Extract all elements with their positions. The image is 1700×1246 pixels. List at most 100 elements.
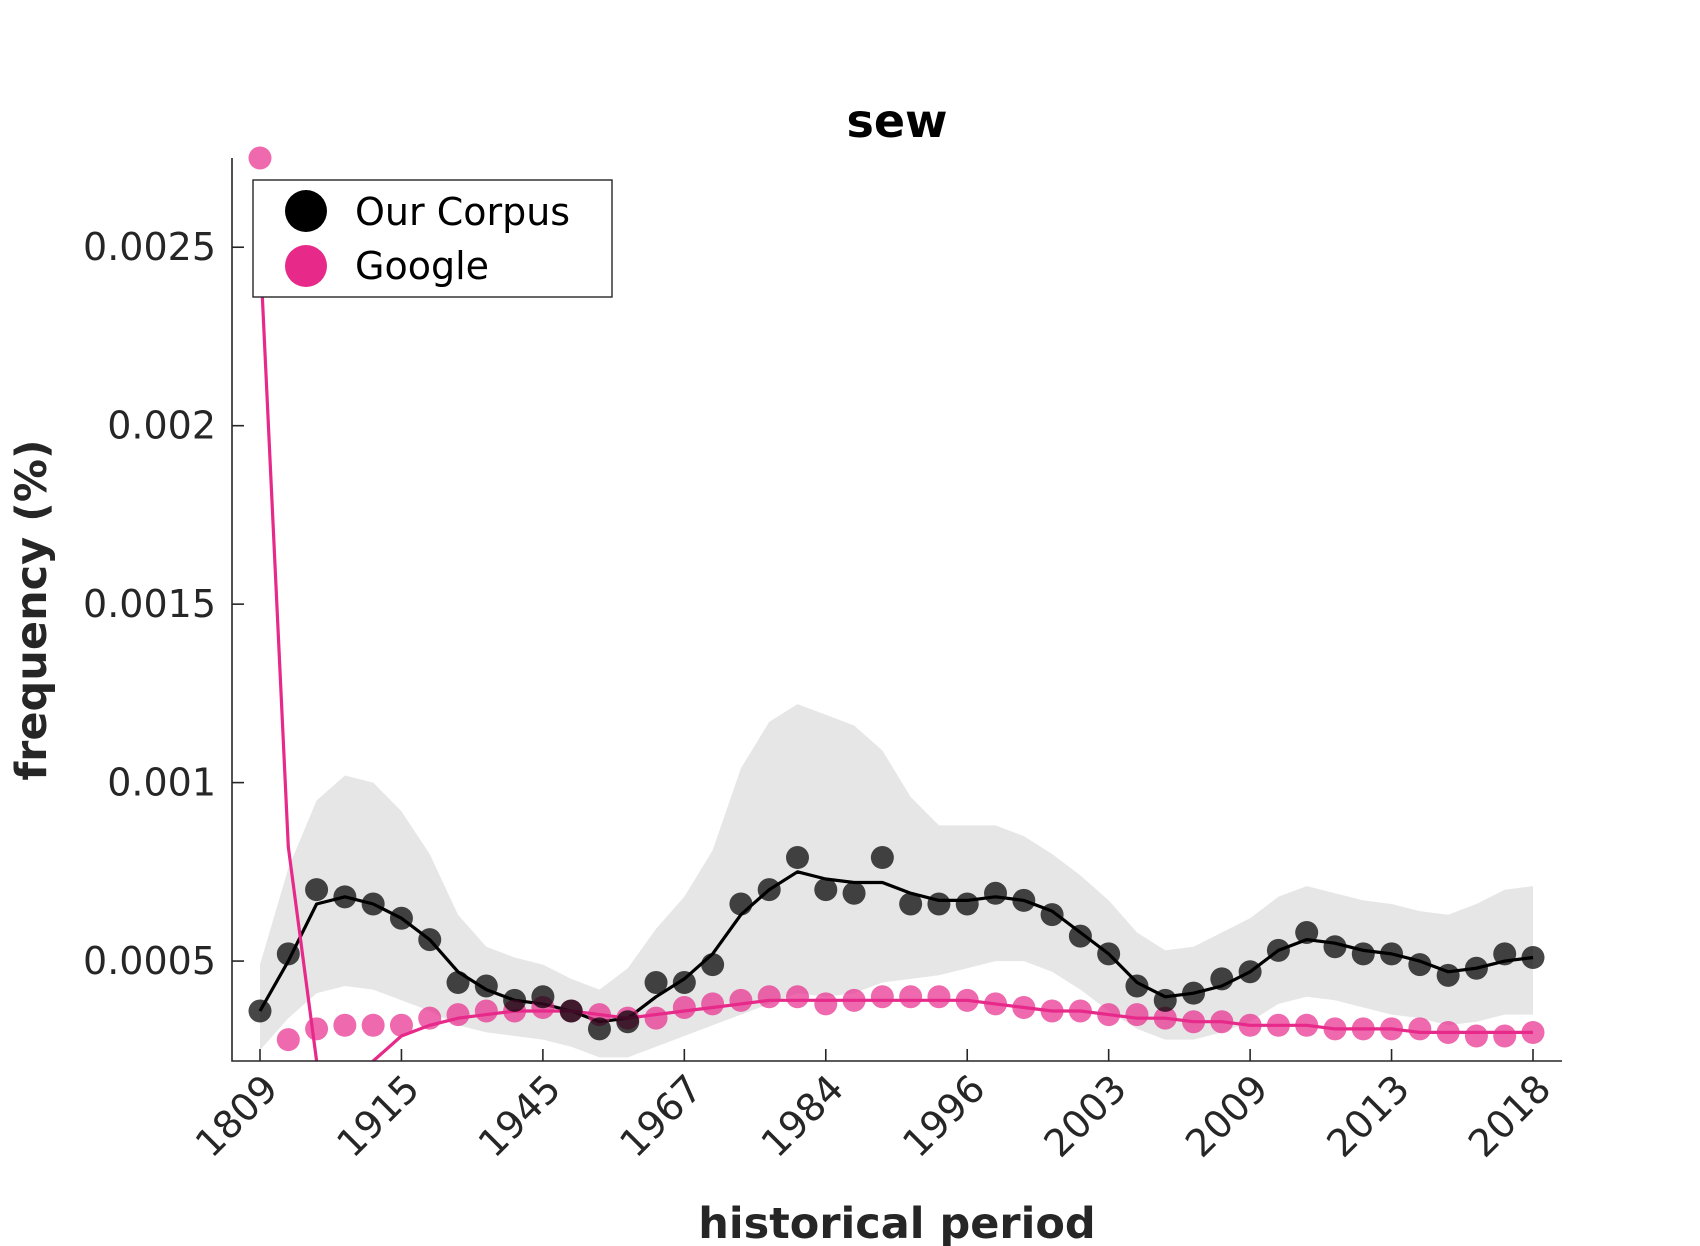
y-tick-label: 0.0025 [83, 225, 216, 269]
our-corpus-point [1295, 921, 1319, 945]
our-corpus-smoothed-line [258, 870, 1534, 1024]
our-corpus-point [1040, 903, 1064, 927]
google-point [1521, 1020, 1545, 1044]
plot-area [248, 247, 1545, 1061]
google-point [1408, 1017, 1432, 1041]
our-corpus-point [1464, 956, 1488, 980]
google-point [1238, 1013, 1262, 1037]
google-point [1210, 1010, 1234, 1034]
our-corpus-point [870, 846, 894, 870]
our-corpus-point [1012, 888, 1036, 912]
confidence-band-layer [260, 704, 1533, 1058]
our-corpus-point [559, 999, 583, 1023]
x-tick-label: 1984 [753, 1066, 853, 1166]
x-axis-ticks: 1809 1915 1945 1967 1984 1996 2003 2009 2013 2018 [187, 1049, 1559, 1166]
google-point [899, 985, 923, 1009]
our-corpus-point [1266, 938, 1290, 962]
google-point [1436, 1020, 1460, 1044]
data-point-layer [248, 846, 1545, 1052]
google-point [1295, 1013, 1319, 1037]
legend: Our Corpus Google [252, 179, 613, 298]
google-point [1125, 1003, 1149, 1027]
our-corpus-point [1323, 935, 1347, 959]
google-point [276, 1028, 300, 1052]
y-tick-label: 0.0005 [83, 939, 216, 983]
our-corpus-point [305, 878, 329, 902]
google-point [644, 1006, 668, 1030]
our-corpus-point [984, 881, 1008, 905]
our-corpus-point [1210, 967, 1234, 991]
our-corpus-point [644, 970, 668, 994]
google-point [1182, 1010, 1206, 1034]
our-corpus-point [531, 985, 555, 1009]
y-axis-ticks: 0.0005 0.001 0.0015 0.002 0.0025 [83, 225, 244, 983]
google-point [418, 1006, 442, 1030]
our-corpus-point [361, 892, 385, 916]
google-point [1464, 1024, 1488, 1048]
our-corpus-point [955, 892, 979, 916]
our-corpus-point [814, 878, 838, 902]
our-corpus-point [899, 892, 923, 916]
google-point [305, 1017, 329, 1041]
google-point [927, 985, 951, 1009]
y-axis-label: frequency (%) [7, 439, 57, 780]
our-corpus-point [1408, 953, 1432, 977]
legend-marker-our-corpus [285, 190, 327, 232]
google-point [248, 146, 272, 170]
our-corpus-point [446, 970, 470, 994]
google-point [389, 1013, 413, 1037]
google-point [672, 995, 696, 1019]
x-tick-label: 2003 [1036, 1066, 1136, 1166]
our-corpus-point [785, 846, 809, 870]
x-tick-label: 2013 [1318, 1066, 1418, 1166]
our-corpus-point [729, 892, 753, 916]
google-point [729, 988, 753, 1012]
google-point [984, 992, 1008, 1016]
google-point [1493, 1024, 1517, 1048]
chart-title: sew [846, 94, 947, 148]
our-corpus-point [842, 881, 866, 905]
google-point [1012, 995, 1036, 1019]
google-point [814, 992, 838, 1016]
our-corpus-point [701, 953, 725, 977]
our-corpus-point [248, 999, 272, 1023]
google-point [1266, 1013, 1290, 1037]
our-corpus-point [1068, 924, 1092, 948]
google-point [446, 1003, 470, 1027]
our-corpus-point [587, 1017, 611, 1041]
our-corpus-point [1380, 942, 1404, 966]
our-corpus-point [333, 885, 357, 909]
x-axis-label: historical period [698, 1199, 1095, 1246]
y-tick-label: 0.002 [107, 404, 216, 448]
google-point [1097, 1003, 1121, 1027]
x-tick-label: 1915 [328, 1066, 428, 1166]
google-smoothed-line [258, 247, 1533, 1061]
edge-point-layer [248, 146, 272, 170]
y-tick-label: 0.0015 [83, 582, 216, 626]
our-corpus-point [276, 942, 300, 966]
our-corpus-point [1521, 945, 1545, 969]
x-tick-label: 1996 [894, 1066, 994, 1166]
x-tick-label: 1945 [470, 1066, 570, 1166]
google-point [361, 1013, 385, 1037]
our-corpus-confidence-band [260, 704, 1533, 1058]
x-tick-label: 1967 [611, 1066, 711, 1166]
our-corpus-point [1153, 988, 1177, 1012]
google-point [870, 985, 894, 1009]
our-corpus-point [418, 928, 442, 952]
our-corpus-point [1493, 942, 1517, 966]
our-corpus-point [389, 906, 413, 930]
our-corpus-point [503, 988, 527, 1012]
our-corpus-point [1125, 974, 1149, 998]
x-tick-label: 1809 [187, 1066, 287, 1166]
google-point [1040, 999, 1064, 1023]
google-point [1323, 1017, 1347, 1041]
our-corpus-point [616, 1010, 640, 1034]
axes-frame [231, 158, 1562, 1062]
google-point [474, 999, 498, 1023]
x-tick-label: 2009 [1177, 1066, 1277, 1166]
our-corpus-point [1238, 960, 1262, 984]
our-corpus-point [1182, 981, 1206, 1005]
legend-marker-google [285, 245, 327, 287]
